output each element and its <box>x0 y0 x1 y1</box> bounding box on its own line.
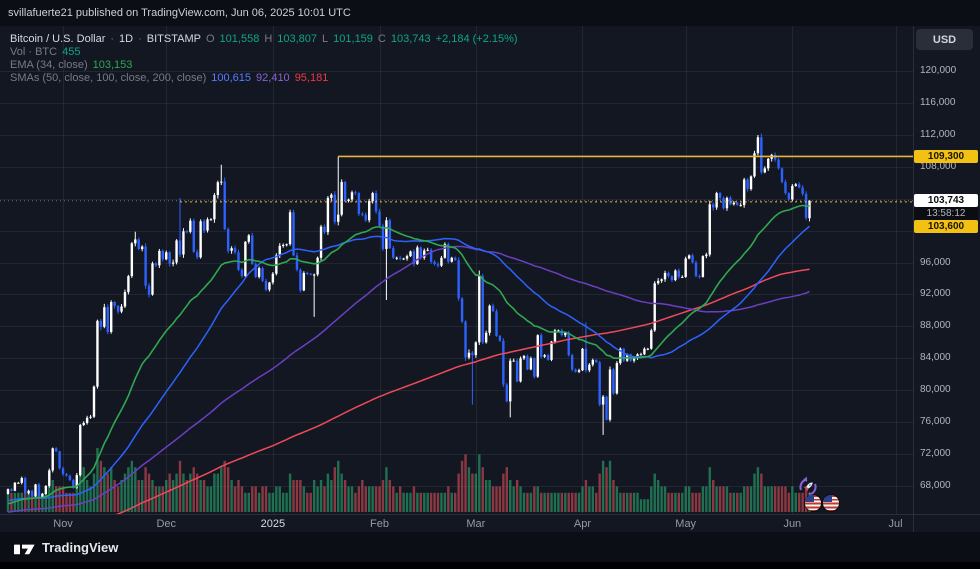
bar-close-countdown: 13:58:12 <box>914 207 978 221</box>
time-tick-label: May <box>675 518 697 530</box>
legend-exchange: BITSTAMP <box>146 33 201 45</box>
legend-separator: · <box>110 33 115 45</box>
price-tick-label: 108,000 <box>920 160 957 172</box>
attribution-bar: svillafuerte21 published on TradingView.… <box>0 0 980 26</box>
price-tick-label: 72,000 <box>920 448 951 460</box>
currency-toggle-usd[interactable]: USD <box>916 29 973 50</box>
sma100-value: 92,410 <box>256 72 290 84</box>
sma-label: SMAs (50, close, 100, close, 200, close) <box>10 72 207 84</box>
ohlc-high-label: H <box>264 33 273 45</box>
us-flag-emoji-sticker[interactable] <box>823 495 839 511</box>
us-flag-emoji-sticker[interactable] <box>805 495 821 511</box>
price-tick-label: 68,000 <box>920 480 951 491</box>
ohlc-open-value: 101,558 <box>219 33 260 45</box>
price-tick-label: 80,000 <box>920 384 951 396</box>
price-tick-label: 96,000 <box>920 256 951 268</box>
legend-symbol: Bitcoin / U.S. Dollar <box>10 33 106 45</box>
time-tick-label: Dec <box>156 518 177 530</box>
ohlc-close-value: 103,743 <box>390 33 431 45</box>
volume-label: Vol · BTC <box>10 46 58 58</box>
price-tick-label: 92,000 <box>920 288 951 300</box>
time-tick-label: Jul <box>888 518 903 530</box>
last-price-label: 103,743 <box>914 194 978 208</box>
legend-volume-row[interactable]: Vol · BTC 455 <box>10 46 518 59</box>
time-axis[interactable]: Nov Dec 2025 Feb Mar Apr May Jun Jul <box>0 514 980 532</box>
price-axis[interactable]: 109,300 103,743 13:58:12 103,600 68,000 7… <box>913 26 980 532</box>
time-tick-label: Feb <box>370 518 389 530</box>
price-tick-label: 76,000 <box>920 416 951 428</box>
time-tick-label: Apr <box>573 518 592 530</box>
horizontal-line-price-label-low: 103,600 <box>914 220 978 234</box>
time-tick-label: 2025 <box>260 518 286 530</box>
legend-ema-row[interactable]: EMA (34, close) 103,153 <box>10 59 518 72</box>
price-tick-label: 120,000 <box>920 65 957 76</box>
ohlc-low-value: 101,159 <box>333 33 373 45</box>
ohlc-high-value: 103,807 <box>277 33 318 45</box>
sma200-value: 95,181 <box>294 72 329 84</box>
ema-value: 103,153 <box>92 59 133 71</box>
volume-value: 455 <box>62 46 81 58</box>
price-chart-canvas[interactable] <box>0 26 980 532</box>
tradingview-wordmark[interactable]: TradingView <box>42 539 119 555</box>
bottom-strip <box>0 562 980 569</box>
time-tick-label: Mar <box>466 518 486 530</box>
time-tick-label: Jun <box>783 518 802 530</box>
price-tick-label: 84,000 <box>920 352 951 364</box>
ohlc-close-label: C <box>377 33 386 45</box>
tradingview-logo-icon <box>14 544 35 554</box>
legend-sma-row[interactable]: SMAs (50, close, 100, close, 200, close)… <box>10 72 518 85</box>
change-value: +2,184 (+2.15%) <box>435 33 518 45</box>
horizontal-line-price-label-high: 109,300 <box>914 149 978 163</box>
footer-bar: TradingView <box>0 532 980 562</box>
legend-interval: 1D <box>119 33 134 45</box>
price-tick-label: 116,000 <box>920 96 956 108</box>
ohlc-low-label: L <box>322 33 329 45</box>
sma50-value: 100,615 <box>211 72 252 84</box>
price-tick-label: 88,000 <box>920 320 951 332</box>
price-tick-label: 112,000 <box>920 128 956 140</box>
ema-label: EMA (34, close) <box>10 59 88 71</box>
attribution-text: svillafuerte21 published on TradingView.… <box>8 7 351 19</box>
time-tick-label: Nov <box>53 518 73 530</box>
emoji-stickers[interactable] <box>796 475 852 513</box>
ohlc-open-label: O <box>205 33 215 45</box>
legend-separator: · <box>138 33 142 45</box>
